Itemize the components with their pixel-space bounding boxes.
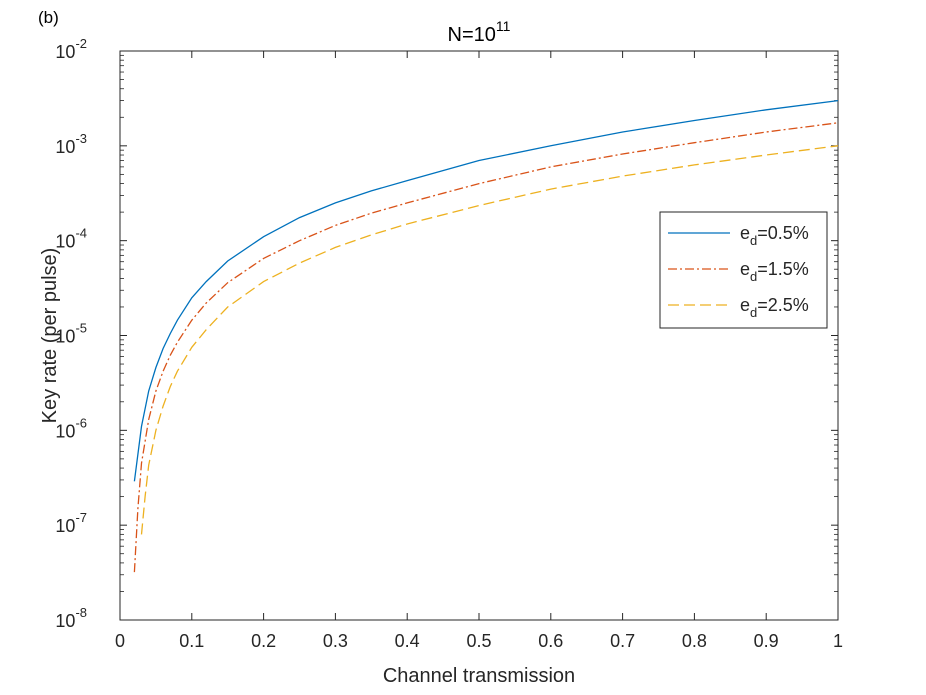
- x-tick-label: 0.5: [466, 631, 491, 651]
- x-tick-label: 0.3: [323, 631, 348, 651]
- legend-label-base: e: [740, 295, 750, 315]
- legend-label-text: =0.5%: [757, 223, 809, 243]
- y-tick-label: 10-4: [55, 226, 87, 252]
- chart-title: N=1011: [448, 18, 511, 46]
- y-tick-label: 10-3: [55, 131, 87, 157]
- x-tick-label: 0.1: [179, 631, 204, 651]
- series-line-1: [133, 99, 839, 482]
- y-tick-exponent: -3: [75, 131, 87, 146]
- y-tick-base: 10: [55, 137, 75, 157]
- series-line-2: [133, 122, 839, 573]
- title-exponent: 11: [496, 18, 511, 34]
- legend-label-1: ed=0.5%: [740, 223, 809, 248]
- legend-label-text: =2.5%: [757, 295, 809, 315]
- x-tick-label: 0.2: [251, 631, 276, 651]
- x-tick-label: 0.8: [682, 631, 707, 651]
- x-tick-label: 0.4: [395, 631, 420, 651]
- y-axis-label: Key rate (per pulse): [39, 248, 61, 424]
- legend-label-subscript: d: [750, 233, 757, 248]
- y-tick-exponent: -8: [75, 605, 87, 620]
- y-tick-label: 10-2: [55, 36, 87, 62]
- y-tick-exponent: -7: [75, 510, 87, 525]
- y-tick-base: 10: [55, 516, 75, 536]
- legend-label-2: ed=1.5%: [740, 259, 809, 284]
- y-tick-base: 10: [55, 421, 75, 441]
- y-tick-label: 10-5: [55, 321, 87, 347]
- legend-label-base: e: [740, 259, 750, 279]
- x-tick-label: 0.7: [610, 631, 635, 651]
- x-tick-label: 0: [115, 631, 125, 651]
- x-tick-label: 1: [833, 631, 843, 651]
- title-base: N=10: [448, 24, 496, 46]
- legend-label-base: e: [740, 223, 750, 243]
- series-line-3: [140, 145, 839, 535]
- y-tick-label: 10-8: [55, 605, 87, 631]
- y-tick-label: 10-6: [55, 415, 87, 441]
- plot-frame: [119, 50, 839, 621]
- y-tick-label: 10-7: [55, 510, 87, 536]
- y-tick-exponent: -5: [75, 321, 87, 336]
- legend-label-subscript: d: [750, 305, 757, 320]
- legend-label-3: ed=2.5%: [740, 295, 809, 320]
- legend-label-subscript: d: [750, 269, 757, 284]
- y-tick-base: 10: [55, 232, 75, 252]
- x-tick-label: 0.6: [538, 631, 563, 651]
- y-tick-exponent: -6: [75, 415, 87, 430]
- y-tick-base: 10: [55, 611, 75, 631]
- y-tick-base: 10: [55, 327, 75, 347]
- y-tick-exponent: -2: [75, 36, 87, 51]
- panel-label: (b): [38, 8, 59, 27]
- x-axis-label: Channel transmission: [383, 665, 575, 687]
- legend-box: [659, 211, 828, 329]
- y-tick-exponent: -4: [75, 226, 87, 241]
- x-tick-label: 0.9: [754, 631, 779, 651]
- legend-label-text: =1.5%: [757, 259, 809, 279]
- y-tick-base: 10: [55, 42, 75, 62]
